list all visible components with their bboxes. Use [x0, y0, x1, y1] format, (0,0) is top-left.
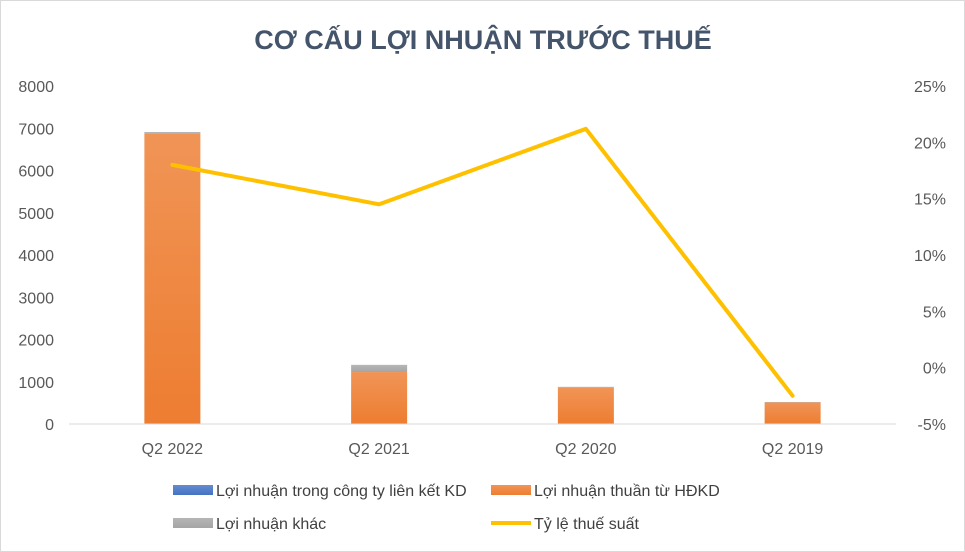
right-tick-label: 15% — [914, 192, 946, 209]
bar-l-i-nhu-n-thu-n-t-h-kd-1 — [351, 372, 408, 424]
legend-label: Lợi nhuận khác — [216, 516, 326, 533]
legend-swatch — [173, 485, 213, 495]
right-tick-label: 25% — [914, 79, 946, 96]
left-axis-ticks: 0 1000 2000 3000 4000 5000 6000 7000 8000 — [18, 79, 54, 434]
right-tick-label: 5% — [923, 304, 946, 321]
bar-l-i-nhu-n-thu-n-t-h-kd-2 — [557, 387, 614, 424]
legend: Lợi nhuận trong công ty liên kết KD Lợi n… — [173, 483, 720, 533]
line-tax-rate — [170, 126, 795, 398]
left-tick-label: 0 — [45, 417, 54, 434]
left-tick-label: 7000 — [18, 121, 54, 138]
x-axis-ticks: Q2 2022 Q2 2021 Q2 2020 Q2 2019 — [142, 441, 824, 458]
bar-l-i-nhu-n-kh-c-1 — [351, 364, 408, 373]
category-label: Q2 2021 — [348, 441, 409, 458]
category-label: Q2 2019 — [762, 441, 823, 458]
right-axis-ticks: -5% 0% 5% 10% 15% 20% 25% — [914, 79, 946, 434]
bar-layer — [144, 132, 821, 424]
left-tick-label: 1000 — [18, 375, 54, 392]
left-tick-label: 8000 — [18, 79, 54, 96]
legend-label: Tỷ lệ thuế suất — [534, 516, 640, 533]
bar-l-i-nhu-n-thu-n-t-h-kd-0 — [144, 133, 201, 424]
legend-swatch — [173, 518, 213, 528]
legend-label: Lợi nhuận thuần từ HĐKD — [534, 483, 720, 500]
legend-label: Lợi nhuận trong công ty liên kết KD — [216, 483, 467, 500]
left-tick-label: 4000 — [18, 248, 54, 265]
left-tick-label: 6000 — [18, 164, 54, 181]
bar-l-i-nhu-n-kh-c-0 — [144, 132, 201, 134]
right-tick-label: 0% — [923, 361, 946, 378]
chart-title: CƠ CẤU LỢI NHUẬN TRƯỚC THUẾ — [254, 24, 711, 55]
left-tick-label: 2000 — [18, 333, 54, 350]
left-tick-label: 3000 — [18, 290, 54, 307]
right-tick-label: -5% — [918, 417, 946, 434]
line-layer — [170, 126, 795, 398]
legend-swatch — [491, 485, 531, 495]
category-label: Q2 2022 — [142, 441, 203, 458]
right-tick-label: 10% — [914, 248, 946, 265]
right-tick-label: 20% — [914, 135, 946, 152]
category-label: Q2 2020 — [555, 441, 616, 458]
left-tick-label: 5000 — [18, 206, 54, 223]
bar-l-i-nhu-n-thu-n-t-h-kd-3 — [764, 402, 821, 424]
